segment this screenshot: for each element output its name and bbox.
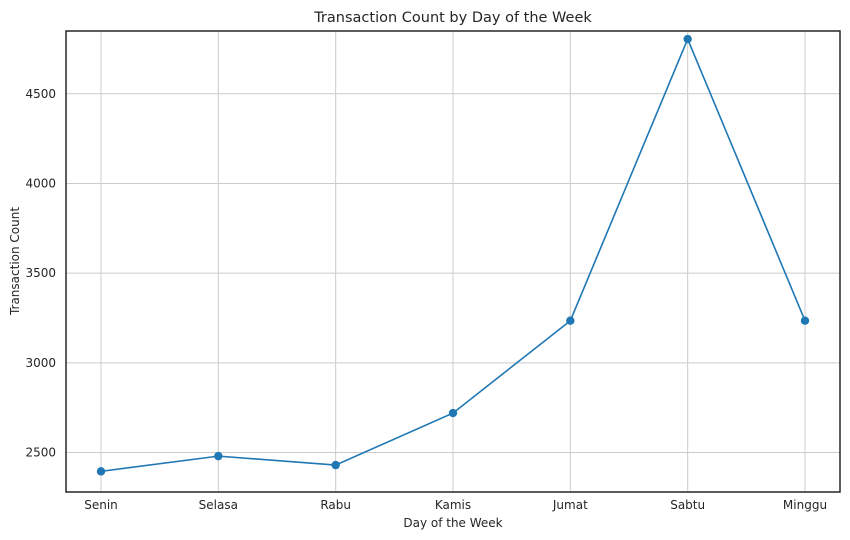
y-tick-label: 2500 [25,446,56,460]
y-tick-label: 3500 [25,266,56,280]
x-tick-label: Selasa [199,498,238,512]
x-tick-label: Jumat [552,498,588,512]
chart-title: Transaction Count by Day of the Week [313,10,592,26]
series-layer [96,34,810,476]
y-axis-label: Transaction Count [8,207,22,316]
data-point [800,316,810,325]
data-point [96,467,106,476]
data-point [683,34,692,44]
y-tick-label: 4000 [25,176,56,190]
data-point [331,460,340,470]
x-tick-label: Kamis [435,498,471,512]
x-tick-label: Sabtu [670,498,705,512]
y-tick-label: 4500 [25,87,56,101]
grid-layer [66,31,840,492]
y-tick-label: 3000 [25,356,56,370]
plot-frame [65,30,841,493]
data-point [214,451,223,461]
x-tick-label: Rabu [320,498,351,512]
x-tick-labels: Senin Selasa Rabu Kamis Jumat Sabtu Minggu [84,498,827,512]
x-tick-label: Minggu [783,498,827,512]
y-tick-labels: 2500 3000 3500 4000 4500 [25,87,56,460]
data-point [566,316,575,325]
x-axis-label: Day of the Week [403,516,502,530]
data-point [448,408,458,418]
x-tick-label: Senin [84,498,118,512]
